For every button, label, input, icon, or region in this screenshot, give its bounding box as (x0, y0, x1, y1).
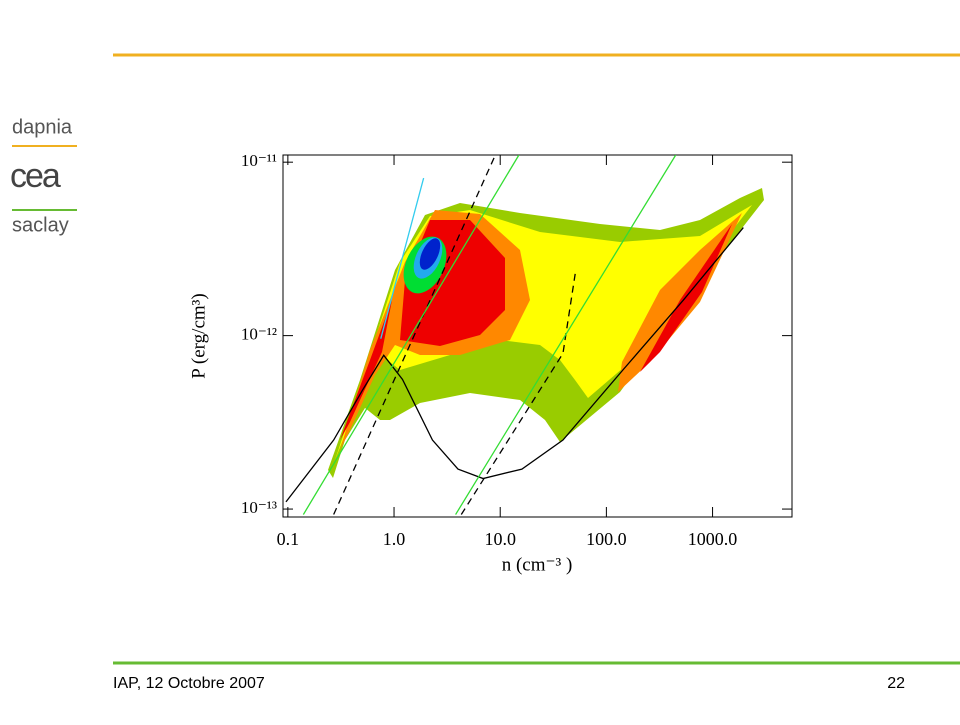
y-axis-label: P (erg/cm³) (188, 293, 209, 378)
series-line (380, 177, 425, 339)
logo-dapnia: dapnia (12, 116, 73, 138)
page-number: 22 (887, 675, 905, 692)
series-line (285, 227, 744, 503)
y-tick-label: 10⁻¹³ (241, 498, 277, 517)
series-line (460, 272, 576, 515)
series-line (333, 155, 496, 515)
contours (328, 188, 764, 478)
x-tick-label: 1.0 (383, 529, 406, 549)
series-line (302, 155, 520, 515)
x-axis-label: n (cm⁻³ ) (502, 554, 573, 575)
x-tick-label: 0.1 (277, 529, 300, 549)
logo-saclay: saclay (12, 214, 69, 236)
logo-cea: cea (10, 157, 61, 195)
x-tick-label: 10.0 (484, 529, 516, 549)
contour (640, 224, 732, 372)
y-tick-label: 10⁻¹² (241, 325, 277, 344)
series-line (455, 155, 677, 515)
footer-text: IAP, 12 Octobre 2007 (113, 675, 265, 692)
y-tick-label: 10⁻¹¹ (241, 151, 277, 170)
contour (419, 238, 441, 270)
x-tick-label: 1000.0 (688, 529, 738, 549)
x-tick-label: 100.0 (586, 529, 627, 549)
